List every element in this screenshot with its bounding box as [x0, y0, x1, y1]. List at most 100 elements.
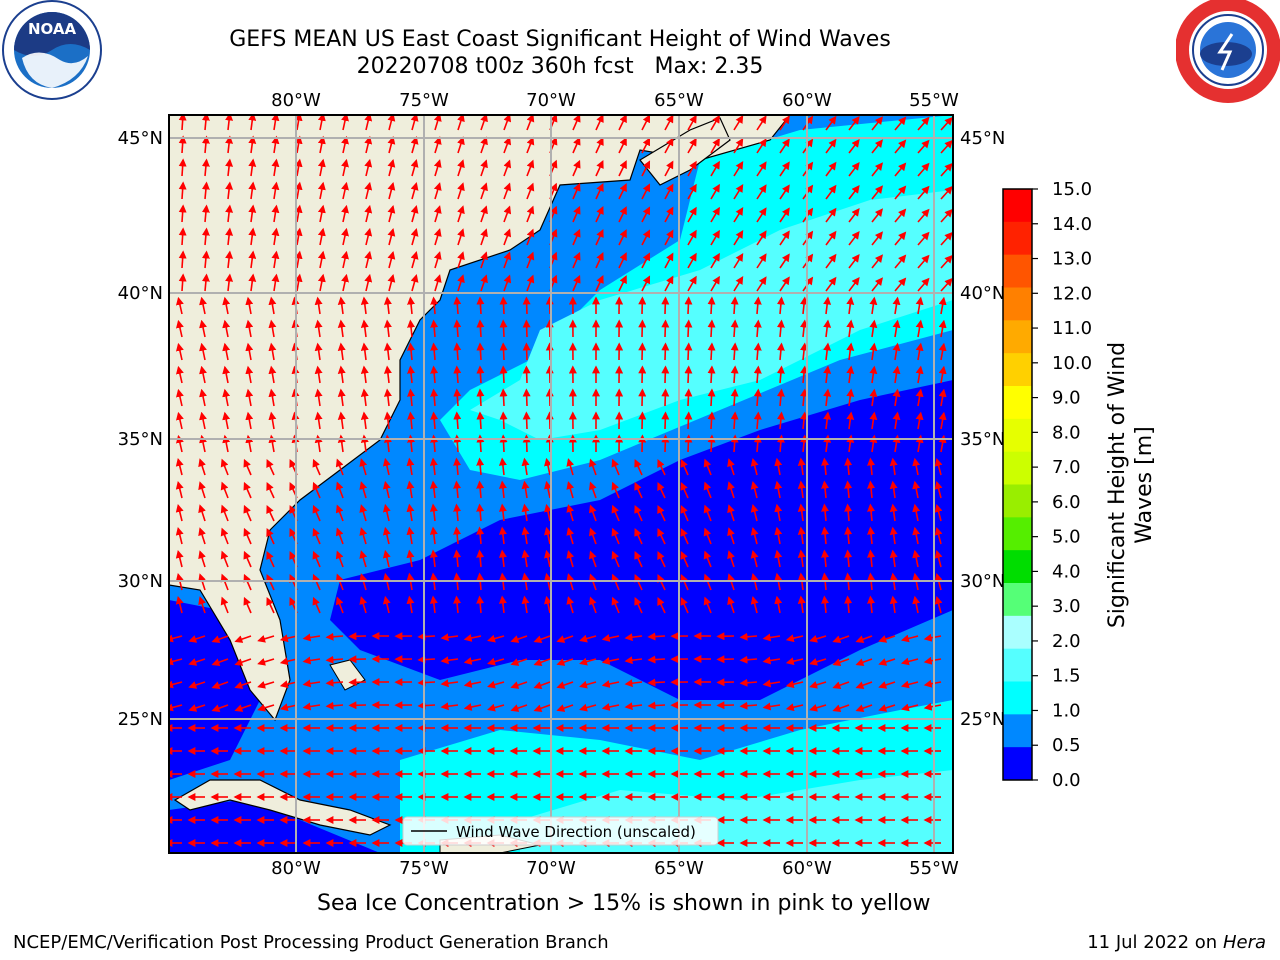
- wind-wave-arrow: [521, 480, 530, 499]
- wind-wave-arrow: [225, 227, 234, 246]
- colorbar-segment: [1003, 583, 1032, 617]
- wind-wave-arrow: [503, 228, 512, 246]
- wind-wave-arrow: [809, 657, 827, 666]
- wind-wave-arrow: [869, 342, 878, 361]
- wind-wave-arrow: [844, 503, 853, 522]
- wind-wave-arrow: [453, 526, 462, 545]
- wind-wave-arrow: [867, 480, 876, 499]
- wind-wave-arrow: [900, 657, 919, 666]
- wind-wave-arrow: [364, 273, 373, 292]
- wind-wave-arrow: [915, 342, 924, 361]
- wind-wave-arrow: [198, 596, 206, 614]
- wind-wave-arrow: [503, 251, 512, 269]
- wind-wave-arrow: [556, 635, 574, 643]
- wind-wave-arrow: [756, 184, 767, 200]
- wind-wave-arrow: [892, 365, 901, 384]
- wind-wave-arrow: [220, 550, 229, 568]
- colorbar-segment: [1003, 320, 1032, 354]
- wind-wave-arrow: [750, 549, 759, 568]
- wind-wave-arrow: [750, 480, 759, 499]
- wind-wave-arrow: [243, 504, 252, 522]
- wind-wave-arrow: [457, 228, 465, 246]
- wind-wave-arrow: [175, 342, 184, 361]
- wind-wave-arrow: [797, 572, 806, 591]
- wind-wave-arrow: [498, 572, 507, 591]
- wind-wave-arrow: [912, 572, 921, 591]
- wind-wave-arrow: [710, 252, 720, 269]
- wind-wave-arrow: [664, 275, 674, 292]
- wind-wave-arrow: [522, 319, 531, 338]
- wind-wave-arrow: [243, 573, 252, 591]
- wind-wave-arrow: [661, 365, 670, 384]
- wind-wave-arrow: [234, 681, 252, 689]
- wind-wave-arrow: [684, 296, 693, 315]
- wind-wave-arrow: [417, 655, 436, 664]
- wind-wave-arrow: [687, 183, 697, 200]
- wind-wave-arrow: [855, 681, 873, 689]
- wind-wave-arrow: [611, 458, 620, 476]
- wind-wave-arrow: [846, 319, 855, 338]
- colorbar-segment: [1003, 615, 1032, 650]
- wind-wave-arrow: [848, 116, 860, 131]
- wind-wave-arrow: [684, 411, 693, 430]
- wind-wave-arrow: [703, 504, 712, 522]
- wind-wave-arrow: [756, 138, 767, 154]
- wind-wave-arrow: [487, 634, 505, 643]
- wind-wave-arrow: [430, 296, 439, 315]
- wind-wave-arrow: [869, 319, 878, 338]
- wind-wave-arrow: [457, 205, 465, 223]
- wind-wave-arrow: [201, 181, 210, 200]
- wind-wave-arrow: [785, 657, 804, 666]
- wind-wave-arrow: [430, 411, 439, 430]
- wind-wave-arrow: [641, 160, 651, 177]
- wind-wave-arrow: [912, 457, 921, 476]
- wind-wave-arrow: [832, 635, 850, 644]
- lon-label-bottom: 70°W: [526, 858, 576, 879]
- wind-wave-arrow: [707, 365, 716, 384]
- wind-wave-arrow: [556, 704, 574, 712]
- wind-wave-arrow: [364, 181, 373, 200]
- wind-wave-arrow: [294, 227, 303, 246]
- wind-wave-arrow: [279, 657, 298, 666]
- wind-wave-arrow: [510, 681, 528, 689]
- wind-wave-arrow: [680, 596, 689, 614]
- wind-wave-arrow: [312, 550, 321, 568]
- wind-wave-arrow: [433, 159, 442, 177]
- wind-wave-arrow: [915, 296, 924, 315]
- wind-wave-arrow: [572, 159, 581, 177]
- colorbar-label-line1: Significant Height of Wind: [1105, 342, 1130, 628]
- wind-wave-arrow: [429, 526, 438, 545]
- wind-wave-arrow: [894, 208, 907, 223]
- wind-wave-arrow: [429, 572, 438, 591]
- wind-wave-arrow: [779, 184, 790, 200]
- wind-wave-arrow: [476, 595, 485, 614]
- wind-wave-arrow: [225, 250, 234, 269]
- wind-wave-arrow: [499, 365, 508, 384]
- lat-labels-right: 45°N 40°N 35°N 30°N 25°N: [960, 128, 1005, 730]
- wind-wave-arrow: [867, 526, 876, 545]
- wind-wave-arrow: [498, 526, 507, 545]
- wind-wave-arrow: [364, 135, 373, 154]
- wind-wave-arrow: [245, 319, 254, 338]
- wind-wave-arrow: [266, 597, 275, 614]
- wind-wave-arrow: [430, 388, 439, 407]
- wind-wave-arrow: [647, 632, 666, 641]
- wind-wave-arrow: [797, 457, 806, 476]
- colorbar-segment: [1003, 418, 1032, 453]
- wind-wave-arrow: [544, 572, 552, 591]
- colorbar-segment: [1003, 353, 1032, 387]
- wind-wave-arrow: [730, 319, 739, 338]
- lat-label-right: 35°N: [960, 429, 1005, 450]
- wind-wave-arrow: [433, 205, 442, 223]
- wind-wave-arrow: [198, 573, 206, 591]
- wind-wave-arrow: [624, 679, 643, 688]
- wind-wave-arrow: [248, 115, 257, 131]
- wind-wave-arrow: [521, 457, 530, 476]
- wind-wave-arrow: [871, 208, 883, 223]
- wind-wave-arrow: [940, 185, 953, 200]
- wind-wave-arrow: [727, 458, 735, 476]
- wind-wave-arrow: [707, 411, 716, 430]
- wind-wave-arrow: [257, 657, 275, 666]
- wind-wave-arrow: [521, 526, 530, 545]
- wind-wave-arrow: [499, 296, 508, 315]
